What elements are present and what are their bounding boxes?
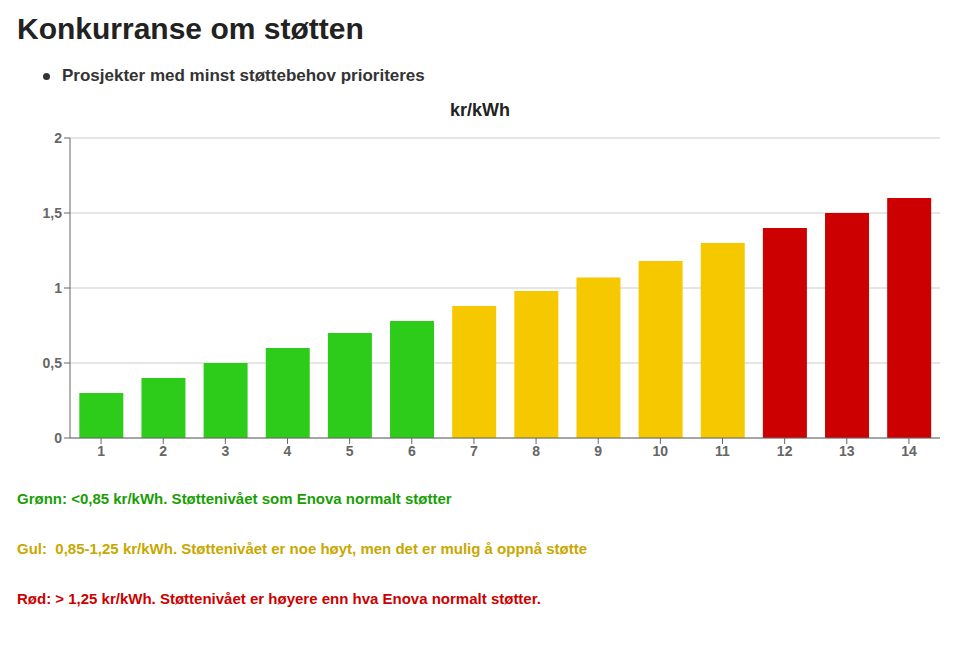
svg-text:14: 14 <box>901 443 917 459</box>
svg-text:11: 11 <box>715 443 730 459</box>
svg-text:2: 2 <box>159 443 167 459</box>
svg-text:7: 7 <box>470 443 478 459</box>
svg-text:13: 13 <box>839 443 855 459</box>
html-text:Grønn: <0,85 kr/kWh. Støtteniv: Grønn: <0,85 kr/kWh. Støttenivået som En… <box>17 490 452 507</box>
svg-text:0,5: 0,5 <box>43 355 63 371</box>
svg-text:3: 3 <box>221 443 229 459</box>
html-text:Rød: > 1,25 kr/kWh. Støttenivå: Rød: > 1,25 kr/kWh. Støttenivået er høye… <box>17 590 541 607</box>
html-text:kr/kWh: kr/kWh <box>450 100 510 120</box>
html-text:Prosjekter med minst støttebeh: Prosjekter med minst støttebehov priorit… <box>62 66 425 85</box>
svg-text:5: 5 <box>346 443 354 459</box>
svg-text:9: 9 <box>594 443 602 459</box>
html-text:Konkurranse om støtten: Konkurranse om støtten <box>17 12 364 45</box>
svg-text:10: 10 <box>653 443 669 459</box>
svg-text:8: 8 <box>532 443 540 459</box>
svg-text:2: 2 <box>54 130 62 146</box>
svg-text:1: 1 <box>97 443 105 459</box>
svg-text:1,5: 1,5 <box>43 205 63 221</box>
html-text:Gul: 0,85-1,25 kr/kWh. Støtten: Gul: 0,85-1,25 kr/kWh. Støttenivået er n… <box>17 540 588 557</box>
svg-text:6: 6 <box>408 443 416 459</box>
svg-text:4: 4 <box>284 443 292 459</box>
svg-text:12: 12 <box>777 443 793 459</box>
svg-text:1: 1 <box>54 280 62 296</box>
svg-text:0: 0 <box>54 430 62 446</box>
